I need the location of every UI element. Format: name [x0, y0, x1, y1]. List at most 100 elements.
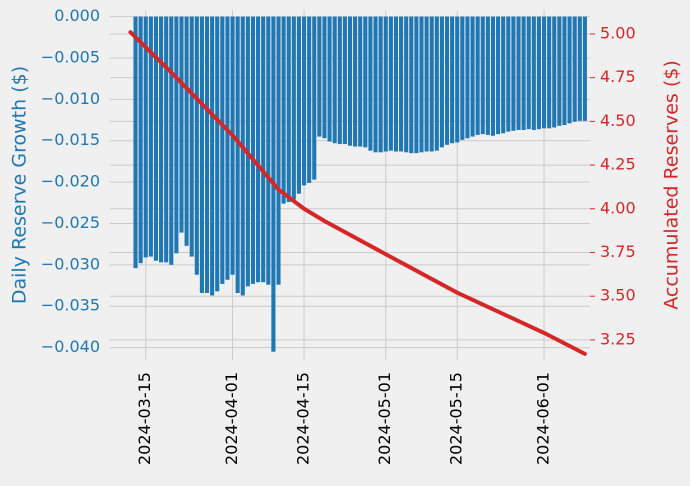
- bar: [143, 16, 148, 258]
- bar: [511, 16, 516, 131]
- bar: [404, 16, 409, 153]
- bar: [169, 16, 174, 265]
- bar: [148, 16, 153, 257]
- bar: [393, 16, 398, 152]
- y-tick-label: −0.020: [41, 172, 100, 191]
- bar: [210, 16, 215, 296]
- bar: [470, 16, 475, 137]
- y2-tick-label: 3.50: [600, 286, 636, 305]
- y2-tick-label: 4.75: [600, 67, 636, 86]
- y-tick-label: 0.000: [54, 6, 100, 25]
- bar: [281, 16, 286, 204]
- y2-tick-label: 3.75: [600, 242, 636, 261]
- bar: [378, 16, 383, 153]
- y-tick-label: −0.035: [41, 296, 100, 315]
- bar: [542, 16, 547, 129]
- bar: [521, 16, 526, 130]
- bar: [240, 16, 245, 296]
- bar: [256, 16, 261, 283]
- bar: [184, 16, 189, 246]
- bar: [577, 16, 582, 121]
- bar: [460, 16, 465, 140]
- bar: [133, 16, 138, 269]
- bar: [531, 16, 536, 130]
- bar: [409, 16, 414, 154]
- bar: [225, 16, 230, 280]
- y2-tick-label: 4.50: [600, 111, 636, 130]
- bar: [215, 16, 220, 292]
- y2-tick-label: 4.25: [600, 155, 636, 174]
- bar: [567, 16, 572, 124]
- bar: [547, 16, 552, 129]
- bar: [536, 16, 541, 130]
- bar: [526, 16, 531, 130]
- bar: [485, 16, 490, 135]
- y-tick-label: −0.040: [41, 337, 100, 356]
- bar: [480, 16, 485, 135]
- bar: [496, 16, 501, 135]
- bar: [506, 16, 511, 132]
- bar: [450, 16, 455, 144]
- y2-axis-label: Accumulated Reserves ($): [661, 60, 683, 310]
- bar: [317, 16, 322, 137]
- bar: [552, 16, 557, 128]
- y-tick-label: −0.025: [41, 213, 100, 232]
- bar: [220, 16, 225, 284]
- bar: [266, 16, 271, 285]
- y2-tick-label: 5.00: [600, 23, 636, 42]
- bar: [164, 16, 169, 263]
- y2-tick-label: 4.00: [600, 198, 636, 217]
- bar: [337, 16, 342, 145]
- bar: [179, 16, 184, 233]
- bar: [159, 16, 164, 263]
- bar: [307, 16, 312, 183]
- bar: [194, 16, 199, 275]
- x-tick-label: 2024-05-15: [447, 372, 466, 465]
- bar: [557, 16, 562, 126]
- bar: [286, 16, 291, 202]
- bar: [444, 16, 450, 145]
- bar: [174, 16, 179, 254]
- bar: [199, 16, 204, 293]
- bar: [490, 16, 496, 136]
- x-tick-label: 2024-04-15: [294, 372, 313, 465]
- bar: [439, 16, 444, 148]
- bar: [414, 16, 419, 154]
- bar: [204, 16, 210, 293]
- bar: [327, 16, 332, 142]
- bar: [501, 16, 506, 134]
- y-tick-label: −0.005: [41, 47, 100, 66]
- bar: [465, 16, 470, 139]
- bar: [388, 16, 393, 151]
- bar: [332, 16, 337, 144]
- bar: [383, 16, 388, 152]
- x-tick-label: 2024-05-01: [375, 372, 394, 465]
- x-tick-label: 2024-04-01: [222, 372, 241, 465]
- bar: [138, 16, 143, 264]
- bar: [312, 16, 317, 180]
- bar: [572, 16, 577, 122]
- bar: [475, 16, 480, 135]
- bar: [429, 16, 434, 152]
- bar: [153, 16, 158, 261]
- x-tick-label: 2024-03-15: [135, 372, 154, 465]
- y-axis-label: Daily Reserve Growth ($): [9, 66, 31, 304]
- bar: [516, 16, 521, 130]
- bar: [342, 16, 347, 145]
- bar: [261, 16, 266, 283]
- bar: [276, 16, 281, 285]
- bar: [291, 16, 296, 200]
- y2-tick-label: 3.25: [600, 329, 636, 348]
- bar: [368, 16, 373, 151]
- bar: [250, 16, 256, 284]
- bar: [419, 16, 424, 153]
- bar: [347, 16, 353, 146]
- bar: [230, 16, 235, 275]
- bar: [455, 16, 460, 143]
- bar: [434, 16, 439, 151]
- bar: [353, 16, 358, 147]
- y-tick-label: −0.015: [41, 130, 100, 149]
- bar: [322, 16, 327, 139]
